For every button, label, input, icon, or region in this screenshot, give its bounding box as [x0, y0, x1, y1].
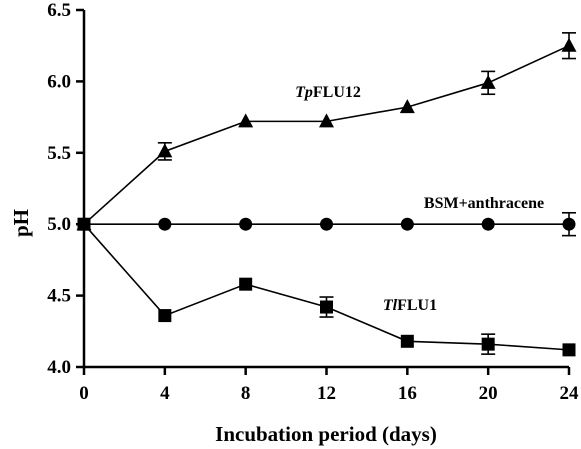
- data-point-circle: [563, 218, 576, 231]
- y-tick-label: 6.0: [47, 71, 71, 92]
- data-point-square: [401, 335, 414, 348]
- series-line: [84, 224, 569, 350]
- y-tick-label: 4.0: [47, 357, 71, 378]
- x-tick-label: 20: [479, 383, 498, 404]
- data-point-square: [320, 301, 333, 314]
- y-tick-label: 6.5: [47, 0, 71, 21]
- series-label-bsm-anthracene: BSM+anthracene: [424, 195, 544, 212]
- x-tick-label: 16: [398, 383, 417, 404]
- data-point-triangle: [562, 38, 577, 52]
- data-point-circle: [401, 218, 414, 231]
- data-point-square: [158, 309, 171, 322]
- data-point-circle: [482, 218, 495, 231]
- data-point-triangle: [157, 143, 172, 157]
- data-point-circle: [320, 218, 333, 231]
- x-axis-title: Incubation period (days): [215, 422, 437, 446]
- data-point-square: [482, 338, 495, 351]
- series-label-tlflu1: TlFLU1: [383, 297, 437, 314]
- x-tick-label: 24: [560, 383, 580, 404]
- data-point-square: [239, 278, 252, 291]
- data-point-square: [78, 218, 91, 231]
- data-point-square: [563, 343, 576, 356]
- x-tick-label: 0: [79, 383, 89, 404]
- series-label-tpflu12: TpFLU12: [295, 84, 361, 101]
- data-point-triangle: [481, 75, 496, 89]
- data-point-circle: [158, 218, 171, 231]
- x-tick-label: 12: [317, 383, 336, 404]
- data-point-circle: [239, 218, 252, 231]
- x-tick-label: 8: [241, 383, 251, 404]
- data-point-triangle: [238, 113, 253, 127]
- y-tick-label: 5.0: [47, 214, 71, 235]
- x-tick-label: 4: [160, 383, 170, 404]
- y-tick-label: 5.5: [47, 143, 71, 164]
- y-axis-title: pH: [9, 209, 33, 237]
- y-tick-label: 4.5: [47, 286, 71, 307]
